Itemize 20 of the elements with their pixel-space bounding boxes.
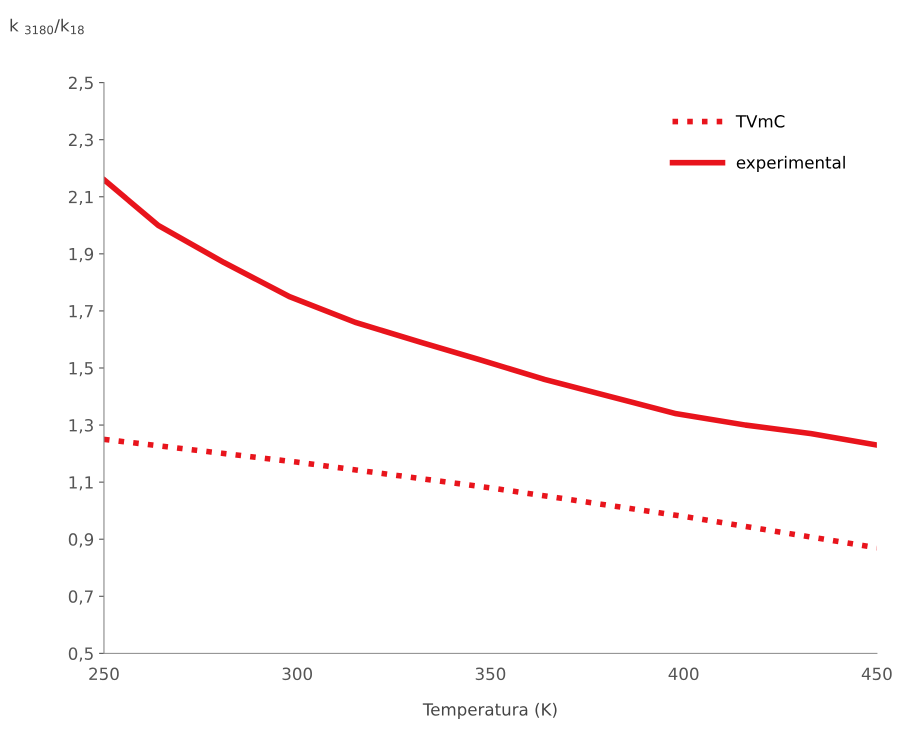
y-tick-label: 2,5 [68,76,93,91]
x-tick-label: 450 [862,668,892,680]
y-tick-label: 1,9 [70,248,94,262]
legend-label: TVmC [736,115,784,128]
y-tick-label: 0,7 [68,590,93,605]
legend-label: experimental [736,156,845,172]
y-tick-label: 1,3 [70,419,93,434]
y-tick-label: 2,1 [68,190,93,206]
x-tick-label: 350 [476,668,506,680]
x-tick-label: 300 [282,668,312,680]
x-tick-label: 250 [89,668,119,680]
y-tick-label: 0,9 [68,533,94,548]
y-axis-title: k $_{3180}$/k$_{18}$ [10,18,84,34]
y-tick-label: 2,3 [68,134,93,148]
y-tick-label: 1,5 [70,362,93,376]
y-tick-label: 1,7 [70,305,93,320]
y-tick-label: 1,1 [70,476,93,490]
x-axis-title: Temperatura (K) [422,702,557,719]
x-tick-label: 400 [668,668,698,680]
y-tick-label: 0,5 [68,647,93,662]
